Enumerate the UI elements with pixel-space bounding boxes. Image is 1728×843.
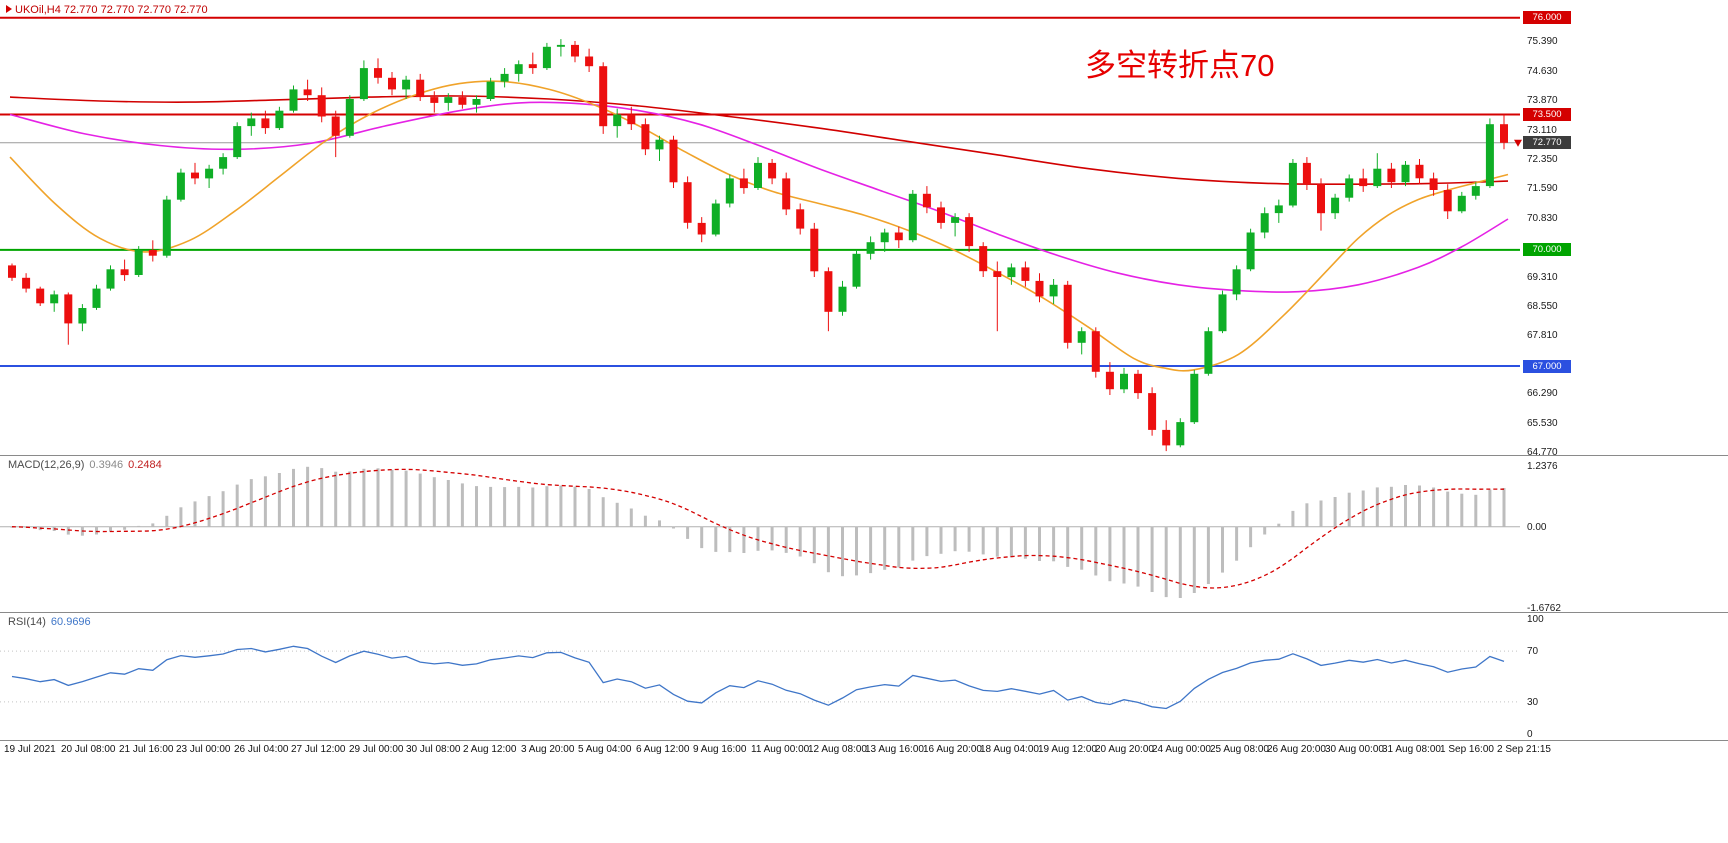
price-tick-label: 65.530 <box>1527 418 1558 429</box>
price-tick-label: 69.310 <box>1527 272 1558 283</box>
price-tick-label: 64.770 <box>1527 447 1558 458</box>
price-tick-label: 73.870 <box>1527 95 1558 106</box>
time-axis-label: 26 Jul 04:00 <box>234 744 289 755</box>
macd-signal-value: 0.2484 <box>128 459 162 471</box>
macd-histogram-layer <box>10 466 1506 598</box>
price-tick-label: 68.550 <box>1527 301 1558 312</box>
price-tick-label: 75.390 <box>1527 36 1558 47</box>
price-tick-label: 66.290 <box>1527 388 1558 399</box>
ma-red-line <box>9 95 1509 186</box>
time-axis-label: 1 Sep 16:00 <box>1440 744 1494 755</box>
ma-orange-line <box>9 80 1509 372</box>
price-line-badge: 67.000 <box>1523 360 1571 373</box>
time-axis-label: 16 Aug 20:00 <box>923 744 982 755</box>
time-axis-label: 9 Aug 16:00 <box>693 744 747 755</box>
price-axis[interactable]: 75.390 74.630 73.870 73.110 72.350 71.590 70.8… <box>1523 0 1728 740</box>
time-axis-label: 24 Aug 00:00 <box>1152 744 1211 755</box>
price-line-badge: 73.500 <box>1523 108 1571 121</box>
time-axis-label: 20 Jul 08:00 <box>61 744 116 755</box>
macd-indicator-header: MACD(12,26,9) 0.3946 0.2484 <box>8 459 167 471</box>
price-tick-label: 70.830 <box>1527 213 1558 224</box>
time-axis-label: 13 Aug 16:00 <box>865 744 924 755</box>
panel-separator <box>0 740 1728 741</box>
chart-annotation-text: 多空转折点70 <box>1085 48 1275 83</box>
rsi-label: RSI(14) <box>8 616 46 628</box>
macd-label: MACD(12,26,9) <box>8 459 85 471</box>
price-tick-label: 71.590 <box>1527 183 1558 194</box>
hlines-layer <box>0 16 1520 367</box>
price-tick-label: 72.350 <box>1527 154 1558 165</box>
time-axis-label: 6 Aug 12:00 <box>636 744 690 755</box>
time-axis-label: 19 Aug 12:00 <box>1038 744 1097 755</box>
rsi-axis-label: 30 <box>1527 697 1539 708</box>
rsi-value: 60.9696 <box>50 616 91 628</box>
time-axis-label: 11 Aug 00:00 <box>751 744 810 755</box>
time-axis-label: 2 Sep 21:15 <box>1497 744 1551 755</box>
time-axis[interactable]: 19 Jul 2021 20 Jul 08:00 21 Jul 16:00 23 Ju… <box>0 741 1728 761</box>
moving-averages-layer <box>9 80 1509 372</box>
candles-layer <box>8 39 1508 452</box>
time-axis-label: 30 Aug 00:00 <box>1325 744 1384 755</box>
macd-signal-line <box>11 468 1505 589</box>
macd-chart[interactable] <box>0 456 1523 612</box>
time-axis-label: 25 Aug 08:00 <box>1210 744 1269 755</box>
time-axis-label: 18 Aug 04:00 <box>980 744 1039 755</box>
time-axis-label: 5 Aug 04:00 <box>578 744 632 755</box>
symbol-ohlc-text: UKOil,H4 72.770 72.770 72.770 72.770 <box>15 4 208 16</box>
main-price-chart[interactable] <box>0 0 1523 455</box>
time-axis-label: 19 Jul 2021 <box>4 744 56 755</box>
time-axis-label: 26 Aug 20:00 <box>1267 744 1326 755</box>
panel-separator <box>0 612 1728 613</box>
rsi-chart[interactable] <box>0 613 1523 740</box>
time-axis-label: 23 Jul 00:00 <box>176 744 231 755</box>
macd-axis-label: 0.00 <box>1527 522 1547 533</box>
time-axis-label: 29 Jul 00:00 <box>349 744 404 755</box>
symbol-marker-icon <box>6 5 12 13</box>
rsi-indicator-header: RSI(14) 60.9696 <box>8 616 96 628</box>
price-line-badge: 70.000 <box>1523 243 1571 256</box>
macd-axis-label: -1.6762 <box>1527 603 1561 614</box>
macd-main-value: 0.3946 <box>89 459 124 471</box>
macd-axis-label: 1.2376 <box>1527 461 1558 472</box>
price-tick-label: 73.110 <box>1527 125 1557 136</box>
rsi-axis-label: 100 <box>1527 614 1544 625</box>
time-axis-label: 21 Jul 16:00 <box>119 744 174 755</box>
time-axis-label: 2 Aug 12:00 <box>463 744 517 755</box>
rsi-line <box>11 645 1505 710</box>
time-axis-label: 20 Aug 20:00 <box>1095 744 1154 755</box>
last-price-arrow-icon <box>1514 139 1522 147</box>
price-line-badge: 72.770 <box>1523 136 1571 149</box>
price-line-badge: 76.000 <box>1523 11 1571 24</box>
time-axis-label: 31 Aug 08:00 <box>1382 744 1441 755</box>
rsi-axis-label: 70 <box>1527 646 1539 657</box>
ma-magenta-line <box>9 101 1509 293</box>
rsi-axis-label: 0 <box>1527 729 1533 740</box>
time-axis-label: 3 Aug 20:00 <box>521 744 575 755</box>
panel-separator <box>0 455 1728 456</box>
price-tick-label: 74.630 <box>1527 66 1558 77</box>
symbol-info: UKOil,H4 72.770 72.770 72.770 72.770 <box>6 4 208 16</box>
time-axis-label: 12 Aug 08:00 <box>808 744 867 755</box>
price-tick-label: 67.810 <box>1527 330 1558 341</box>
time-axis-label: 30 Jul 08:00 <box>406 744 461 755</box>
time-axis-label: 27 Jul 12:00 <box>291 744 346 755</box>
